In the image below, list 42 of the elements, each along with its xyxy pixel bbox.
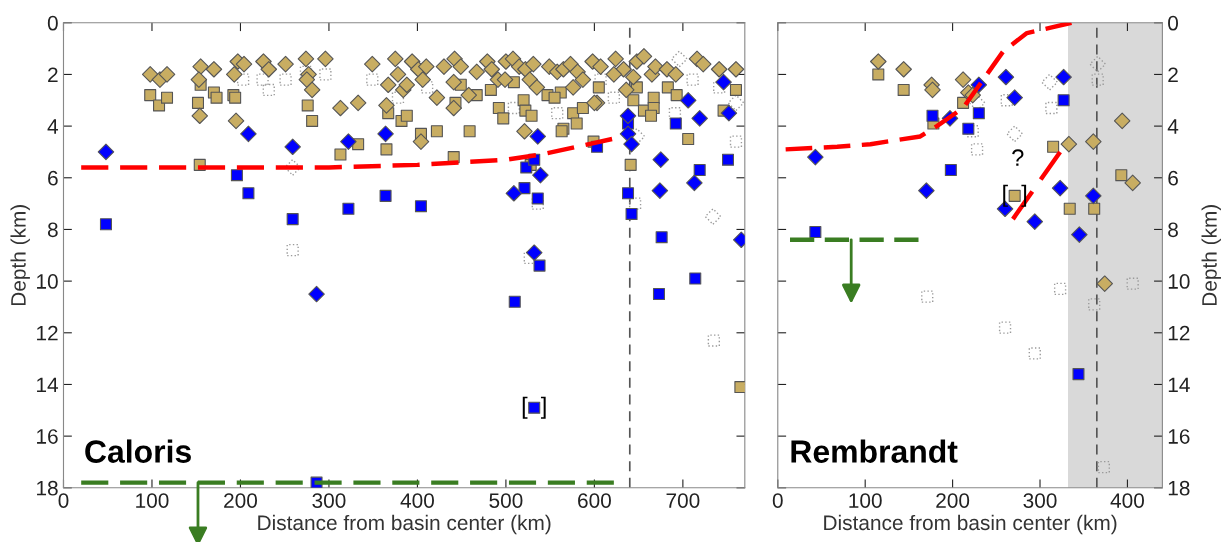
annotation: Rembrandt: [791, 439, 958, 463]
annotation: ?: [1012, 149, 1024, 166]
y-tick-label: 2: [1168, 67, 1178, 82]
y-tick-label: 8: [47, 222, 58, 238]
y-tick-label: 4: [47, 119, 59, 134]
annotation: Caloris: [85, 439, 191, 463]
x-tick-label: 100: [136, 493, 169, 508]
x-tick-label: 600: [578, 493, 611, 508]
x-tick-label: 400: [1110, 493, 1144, 508]
y-tick-label: 12: [1168, 325, 1190, 341]
y-tick-label: 14: [1168, 377, 1190, 393]
y-tick-label: 18: [1168, 480, 1190, 496]
x-tick-label: 300: [312, 493, 346, 508]
x-tick-label: 500: [489, 493, 523, 508]
x-tick-label: 0: [772, 493, 783, 508]
y-axis-title: Depth (km): [10, 205, 30, 306]
y-tick-label: 8: [1168, 222, 1178, 238]
y-tick-label: 2: [48, 67, 58, 82]
x-axis-title: Distance from basin center (km): [824, 514, 1117, 535]
y-tick-label: 12: [37, 325, 58, 341]
y-tick-label: 6: [48, 170, 58, 186]
x-tick-label: 200: [224, 493, 258, 508]
x-tick-label: 400: [400, 493, 434, 508]
annotation: [ ]: [1003, 184, 1027, 207]
y-axis-title: Depth (km): [1201, 205, 1221, 306]
y-tick-label: 4: [1167, 119, 1179, 134]
y-tick-label: 10: [1168, 274, 1190, 289]
x-tick-label: 300: [1023, 493, 1057, 508]
x-tick-label: 100: [849, 493, 882, 508]
y-tick-label: 0: [47, 15, 58, 31]
y-tick-label: 14: [37, 377, 59, 393]
x-tick-label: 0: [58, 493, 69, 508]
y-tick-label: 18: [37, 480, 58, 496]
annotation: [ ]: [522, 396, 546, 419]
y-tick-label: 10: [37, 274, 58, 289]
y-tick-label: 6: [1168, 170, 1178, 186]
x-tick-label: 700: [666, 493, 700, 508]
y-tick-label: 16: [1168, 429, 1190, 444]
x-axis-title: Distance from basin center (km): [258, 514, 551, 535]
y-tick-label: 0: [1168, 15, 1179, 31]
x-tick-label: 200: [936, 493, 970, 508]
y-tick-label: 16: [37, 429, 58, 444]
